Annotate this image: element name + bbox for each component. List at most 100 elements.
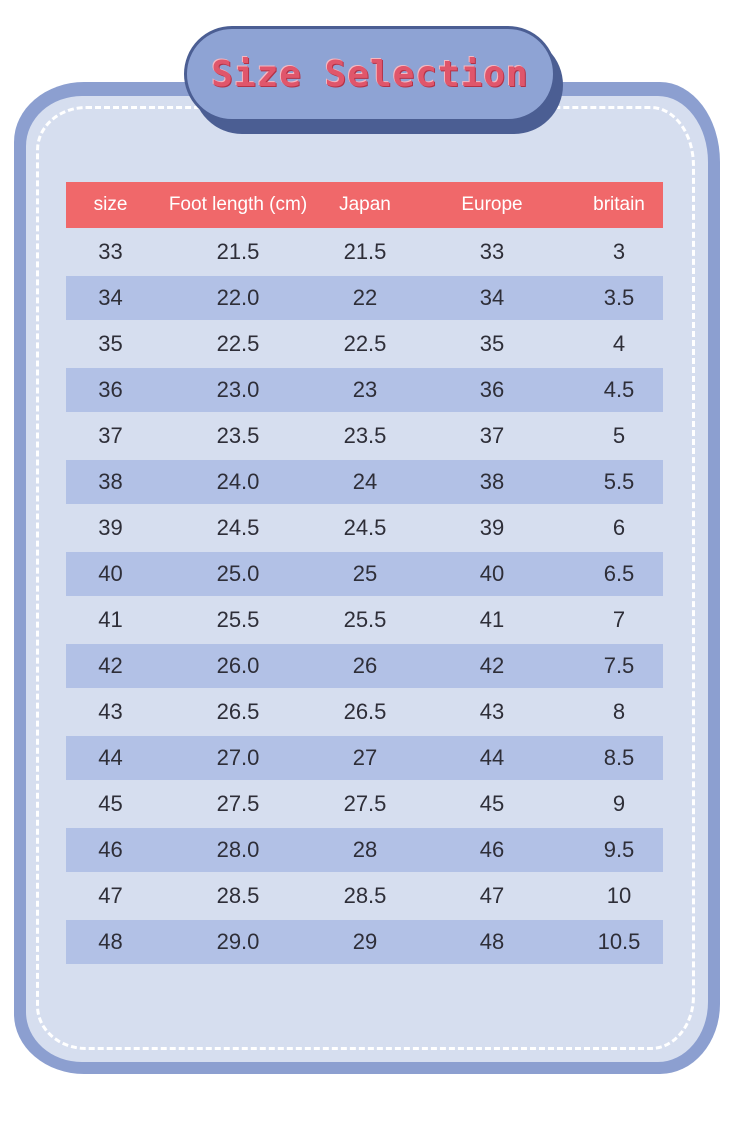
europe-cell: 36 <box>409 368 575 412</box>
britain-cell: 8.5 <box>575 736 663 780</box>
europe-cell: 39 <box>479 515 505 540</box>
table-body: 33 21.5 21.5 33 3 34 22.0 22 34 3.5 35 22.5 22.5 35 4 3… <box>66 228 663 964</box>
size-chart-table: size Foot length (cm) Japan Europe brita… <box>66 182 663 964</box>
table-row: 40 25.0 25 40 6.5 <box>66 552 663 596</box>
foot-length-cell: 29.0 <box>155 920 321 964</box>
foot-length-cell: 23.5 <box>216 423 260 448</box>
japan-cell: 26.5 <box>343 699 387 724</box>
japan-cell: 24.5 <box>343 515 387 540</box>
size-cell: 34 <box>66 276 155 320</box>
foot-length-cell: 23.0 <box>155 368 321 412</box>
europe-cell: 47 <box>479 883 505 908</box>
table-row: 34 22.0 22 34 3.5 <box>66 276 663 320</box>
foot-length-cell: 25.0 <box>155 552 321 596</box>
japan-cell: 25 <box>321 552 409 596</box>
europe-cell: 46 <box>409 828 575 872</box>
foot-length-cell: 27.0 <box>155 736 321 780</box>
table-row: 44 27.0 27 44 8.5 <box>66 736 663 780</box>
europe-cell: 48 <box>409 920 575 964</box>
japan-cell: 25.5 <box>343 607 387 632</box>
size-cell: 33 <box>98 239 123 264</box>
size-cell: 41 <box>98 607 123 632</box>
foot-length-cell: 24.5 <box>216 515 260 540</box>
size-cell: 47 <box>98 883 123 908</box>
britain-cell: 5.5 <box>575 460 663 504</box>
table-row: 41 25.5 25.5 41 7 <box>66 596 663 644</box>
britain-cell: 4 <box>612 331 626 356</box>
size-cell: 44 <box>66 736 155 780</box>
japan-cell: 21.5 <box>343 239 387 264</box>
japan-cell: 28 <box>321 828 409 872</box>
britain-cell: 7 <box>612 607 626 632</box>
foot-length-cell: 25.5 <box>216 607 260 632</box>
table-row: 48 29.0 29 48 10.5 <box>66 920 663 964</box>
europe-cell: 33 <box>479 239 505 264</box>
foot-length-cell: 22.0 <box>155 276 321 320</box>
table-row: 35 22.5 22.5 35 4 <box>66 320 663 368</box>
foot-length-cell: 26.0 <box>155 644 321 688</box>
britain-cell: 5 <box>612 423 626 448</box>
size-cell: 40 <box>66 552 155 596</box>
foot-length-cell: 27.5 <box>216 791 260 816</box>
table-row: 38 24.0 24 38 5.5 <box>66 460 663 504</box>
page-title: Size Selection <box>211 53 529 95</box>
table-row: 46 28.0 28 46 9.5 <box>66 828 663 872</box>
japan-cell: 27 <box>321 736 409 780</box>
britain-cell: 3 <box>612 239 626 264</box>
europe-cell: 45 <box>479 791 505 816</box>
header-europe: Europe <box>461 194 523 215</box>
header-foot-length: Foot length (cm) <box>168 194 308 215</box>
size-cell: 42 <box>66 644 155 688</box>
table-row: 45 27.5 27.5 45 9 <box>66 780 663 828</box>
size-cell: 35 <box>98 331 123 356</box>
foot-length-cell: 22.5 <box>216 331 260 356</box>
britain-cell: 6 <box>612 515 626 540</box>
britain-cell: 4.5 <box>575 368 663 412</box>
japan-cell: 28.5 <box>343 883 387 908</box>
header-size: size <box>93 194 128 215</box>
europe-cell: 40 <box>409 552 575 596</box>
europe-cell: 43 <box>479 699 505 724</box>
japan-cell: 27.5 <box>343 791 387 816</box>
header-japan: Japan <box>339 194 391 215</box>
foot-length-cell: 21.5 <box>216 239 260 264</box>
table-header-row: size Foot length (cm) Japan Europe brita… <box>66 182 663 228</box>
europe-cell: 44 <box>409 736 575 780</box>
size-cell: 37 <box>98 423 123 448</box>
britain-cell: 8 <box>612 699 626 724</box>
japan-cell: 26 <box>321 644 409 688</box>
table-row: 37 23.5 23.5 37 5 <box>66 412 663 460</box>
size-cell: 46 <box>66 828 155 872</box>
europe-cell: 38 <box>409 460 575 504</box>
table-row: 42 26.0 26 42 7.5 <box>66 644 663 688</box>
japan-cell: 23.5 <box>343 423 387 448</box>
size-cell: 36 <box>66 368 155 412</box>
europe-cell: 35 <box>479 331 505 356</box>
table-row: 43 26.5 26.5 43 8 <box>66 688 663 736</box>
table-row: 39 24.5 24.5 39 6 <box>66 504 663 552</box>
title-banner: Size Selection <box>184 26 556 122</box>
size-cell: 45 <box>98 791 123 816</box>
table-row: 33 21.5 21.5 33 3 <box>66 228 663 276</box>
size-cell: 39 <box>98 515 123 540</box>
foot-length-cell: 26.5 <box>216 699 260 724</box>
foot-length-cell: 24.0 <box>155 460 321 504</box>
britain-cell: 10 <box>606 883 632 908</box>
foot-length-cell: 28.0 <box>155 828 321 872</box>
britain-cell: 9 <box>612 791 626 816</box>
japan-cell: 29 <box>321 920 409 964</box>
header-britain: britain <box>593 194 645 215</box>
europe-cell: 41 <box>479 607 505 632</box>
table-row: 36 23.0 23 36 4.5 <box>66 368 663 412</box>
size-cell: 43 <box>98 699 123 724</box>
britain-cell: 3.5 <box>575 276 663 320</box>
japan-cell: 22 <box>321 276 409 320</box>
britain-cell: 9.5 <box>575 828 663 872</box>
size-cell: 38 <box>66 460 155 504</box>
britain-cell: 6.5 <box>575 552 663 596</box>
foot-length-cell: 28.5 <box>216 883 260 908</box>
table-row: 47 28.5 28.5 47 10 <box>66 872 663 920</box>
japan-cell: 24 <box>321 460 409 504</box>
japan-cell: 22.5 <box>343 331 387 356</box>
europe-cell: 37 <box>479 423 505 448</box>
